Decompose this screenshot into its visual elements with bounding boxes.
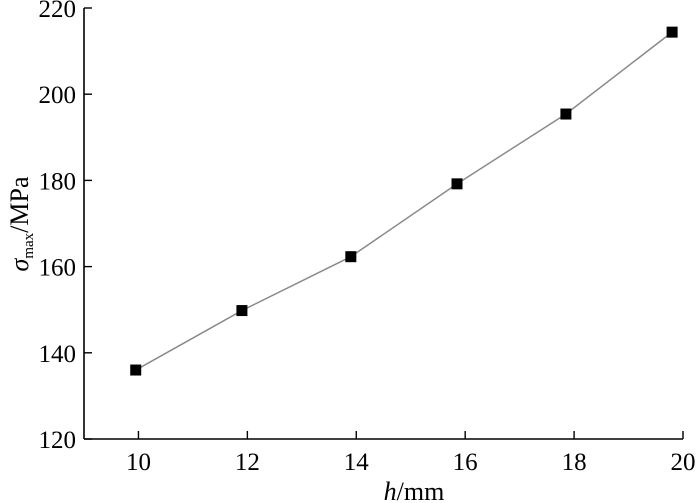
y-tick-label: 140 — [39, 341, 77, 368]
data-point-marker — [130, 364, 142, 376]
x-tick-label: 20 — [671, 449, 696, 476]
y-axis-title-unit: /MPa — [5, 176, 34, 233]
y-tick-label: 200 — [39, 82, 77, 109]
y-tick-label: 220 — [39, 0, 77, 23]
data-point-marker — [560, 108, 572, 120]
x-tick-label: 18 — [562, 449, 587, 476]
x-tick-label: 10 — [126, 449, 151, 476]
y-tick-label: 180 — [39, 168, 77, 195]
y-axis-title-subscript: max — [21, 232, 37, 258]
x-tick-label: 16 — [453, 449, 478, 476]
series-line — [135, 31, 673, 371]
y-tick-label: 120 — [39, 427, 77, 454]
x-tick-label: 14 — [344, 449, 370, 476]
data-point-marker — [451, 178, 463, 190]
data-point-marker — [236, 305, 248, 317]
y-tick-label: 160 — [39, 255, 77, 282]
x-axis-title: h/mm — [384, 477, 445, 503]
y-axis-title-symbol: σ — [5, 258, 34, 272]
x-tick-label: 12 — [235, 449, 260, 476]
y-ticks: 120 140 160 180 200 220 — [39, 0, 92, 454]
x-ticks: 10 12 14 16 18 20 — [126, 431, 696, 476]
data-point-marker — [345, 251, 357, 263]
x-axis-title-unit: /mm — [397, 477, 445, 503]
chart-axes — [83, 8, 683, 440]
y-axis-title: σmax/MPa — [5, 176, 37, 271]
x-axis-title-variable: h — [384, 477, 397, 503]
plot-area — [130, 26, 678, 376]
data-point-marker — [666, 26, 678, 38]
